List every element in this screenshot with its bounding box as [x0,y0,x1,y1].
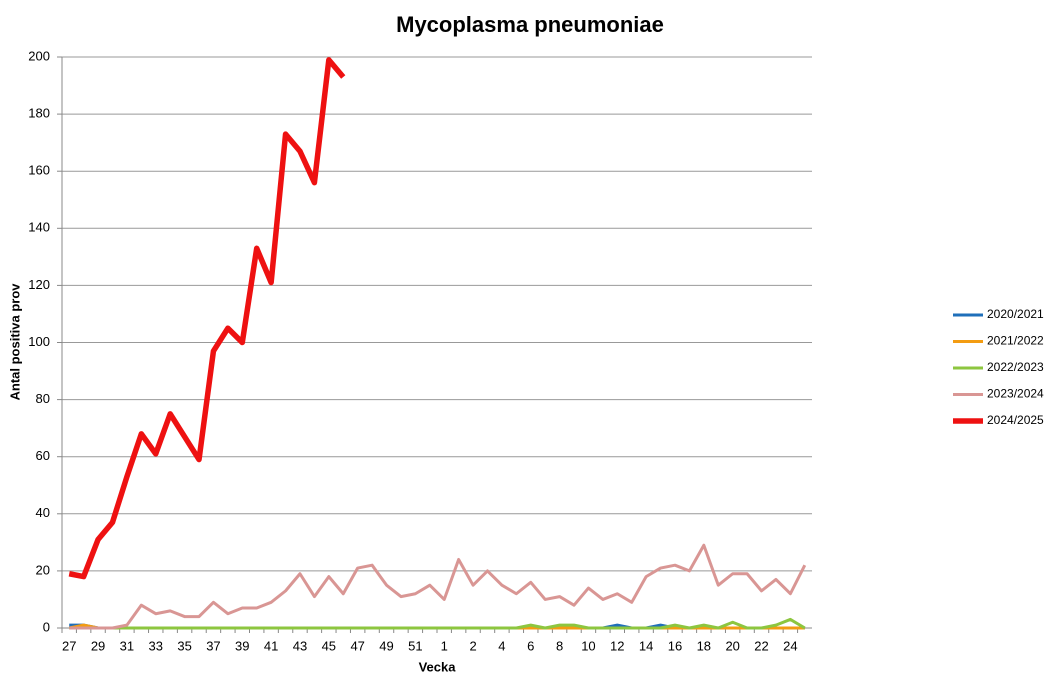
y-tick-label: 200 [28,48,50,63]
chart-title: Mycoplasma pneumoniae [396,12,664,37]
legend-label: 2023/2024 [987,387,1044,401]
x-tick-label: 37 [206,638,220,653]
x-tick-label: 49 [379,638,393,653]
x-tick-label: 20 [725,638,739,653]
legend-label: 2022/2023 [987,360,1044,374]
legend-label: 2024/2025 [987,413,1044,427]
x-axis-title: Vecka [419,659,457,674]
y-tick-label: 140 [28,220,50,235]
y-tick-label: 80 [36,391,50,406]
y-tick-label: 40 [36,505,50,520]
x-tick-label: 10 [581,638,595,653]
x-tick-label: 29 [91,638,105,653]
x-tick-label: 6 [527,638,534,653]
y-tick-label: 0 [43,619,50,634]
x-tick-label: 35 [177,638,191,653]
y-tick-label: 60 [36,448,50,463]
x-tick-label: 4 [498,638,505,653]
x-tick-label: 12 [610,638,624,653]
x-tick-label: 41 [264,638,278,653]
x-tick-label: 33 [149,638,163,653]
series-line [69,617,806,630]
x-tick-label: 47 [350,638,364,653]
y-tick-label: 20 [36,562,50,577]
y-tick-label: 100 [28,334,50,349]
x-tick-label: 51 [408,638,422,653]
x-tick-label: 1 [441,638,448,653]
legend-label: 2021/2022 [987,334,1044,348]
y-tick-label: 120 [28,277,50,292]
x-tick-label: 18 [697,638,711,653]
y-axis-title: Antal positiva prov [7,283,22,401]
x-tick-label: 45 [322,638,336,653]
x-tick-label: 22 [754,638,768,653]
x-tick-label: 39 [235,638,249,653]
x-tick-label: 31 [120,638,134,653]
series-line [69,543,807,630]
x-tick-label: 43 [293,638,307,653]
x-tick-label: 8 [556,638,563,653]
y-tick-label: 160 [28,163,50,178]
y-tick-label: 180 [28,106,50,121]
legend-label: 2020/2021 [987,307,1044,321]
x-tick-label: 2 [469,638,476,653]
x-tick-label: 27 [62,638,76,653]
x-tick-label: 16 [668,638,682,653]
series-line [68,57,346,580]
x-tick-label: 24 [783,638,797,653]
x-tick-label: 14 [639,638,653,653]
